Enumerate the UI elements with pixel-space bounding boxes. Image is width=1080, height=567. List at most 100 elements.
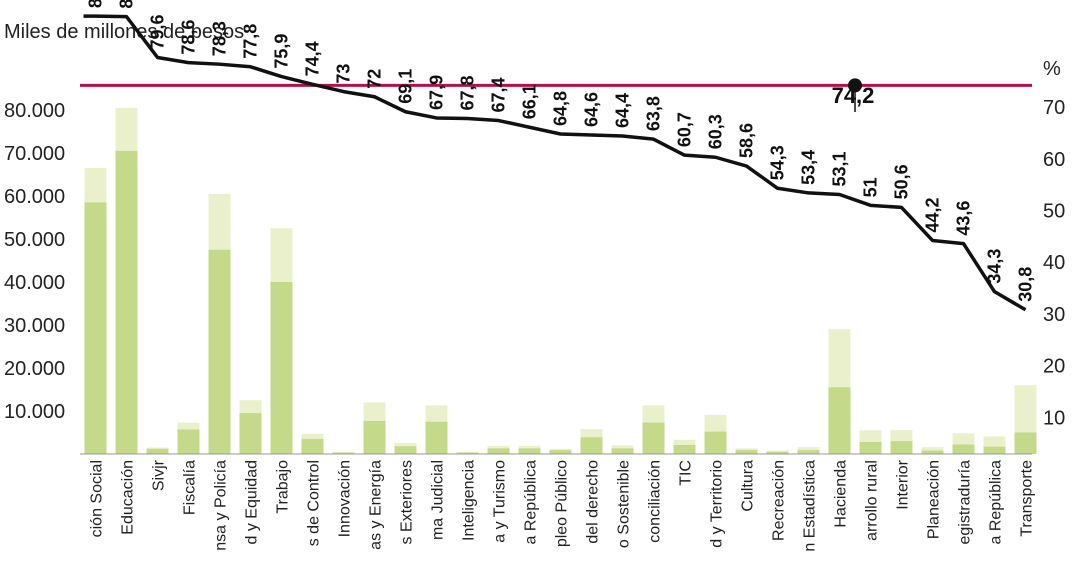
percent-label: 66,1	[520, 84, 540, 119]
category-label: d y Territorio	[709, 460, 726, 548]
left-tick-label: 20.000	[4, 358, 65, 380]
right-tick-label: 10	[1043, 407, 1065, 429]
category-label: arrollo rural	[864, 460, 881, 541]
percent-label: 54,3	[768, 145, 788, 180]
percent-label: 79,6	[148, 14, 168, 49]
bar-dark	[487, 448, 510, 454]
bar-dark	[332, 452, 355, 454]
category-label: Inteligencia	[461, 460, 478, 541]
category-label: Fiscalía	[182, 460, 199, 515]
bar-dark	[394, 446, 417, 454]
bar-dark	[456, 452, 479, 454]
bar-dark	[952, 444, 975, 454]
percent-label: 77,8	[241, 24, 261, 59]
average-marker	[848, 78, 862, 93]
category-label: as y Energía	[368, 460, 385, 550]
category-label: Educación	[120, 460, 137, 535]
bar-dark	[270, 282, 293, 454]
percent-labels-group: 87,6 87,5 79,6 78,6 78,3 77,8 75,9 74,4 73 72 69,1…	[86, 0, 1036, 302]
left-tick-label: 80.000	[4, 100, 65, 122]
right-axis-ticks: 10 20 30 40 50 60 70	[1043, 97, 1065, 429]
percent-label: 75,9	[272, 34, 292, 69]
category-label: d y Equidad	[244, 460, 261, 545]
category-label: Innovación	[337, 460, 354, 537]
average-callout: 74,2	[832, 78, 875, 112]
left-tick-label: 10.000	[4, 401, 65, 423]
percent-label: 64,6	[582, 92, 602, 127]
category-label: Recreación	[771, 460, 788, 541]
right-tick-label: 30	[1043, 304, 1065, 326]
right-tick-label: 20	[1043, 356, 1065, 378]
bar-dark	[735, 450, 758, 454]
percent-label: 78,3	[210, 21, 230, 56]
left-tick-label: 50.000	[4, 229, 65, 251]
percent-label: 87,6	[86, 0, 106, 8]
right-axis-title: %	[1043, 58, 1061, 80]
category-label: a República	[988, 460, 1005, 545]
category-label: egistraduría	[957, 460, 974, 545]
bar-dark	[766, 451, 789, 454]
category-label: Cultura	[740, 460, 757, 512]
percent-label: 60,7	[675, 112, 695, 147]
right-tick-label: 60	[1043, 149, 1065, 171]
category-label: nsa y Policía	[213, 460, 230, 551]
percent-label: 73	[334, 64, 354, 84]
percent-label: 64,4	[613, 93, 633, 128]
category-label: conciliación	[647, 460, 664, 543]
category-label: a y Turismo	[492, 460, 509, 543]
bar-dark	[518, 448, 541, 454]
percent-label: 67,8	[458, 75, 478, 110]
category-label: Sivjr	[151, 459, 168, 491]
average-value-label: 74,2	[832, 83, 875, 108]
percent-label: 67,9	[427, 75, 447, 110]
left-axis-title: Miles de millones de pesos	[4, 21, 244, 43]
category-label: a República	[523, 460, 540, 545]
percent-label: 87,5	[117, 0, 137, 9]
category-label: pleo Público	[554, 460, 571, 547]
left-axis-ticks: 10.000 20.000 30.000 40.000 50.000 60.000 70.0…	[4, 100, 65, 423]
bar-dark	[177, 429, 200, 454]
bar-dark	[580, 437, 603, 454]
bar-dark	[797, 450, 820, 454]
category-label: Hacienda	[833, 460, 850, 528]
category-label: Transporte	[1019, 460, 1036, 537]
bar-dark	[549, 450, 572, 454]
category-label: Interior	[895, 459, 912, 509]
category-label: Planeación	[926, 460, 943, 539]
category-labels-group: ción Social Educación Sivjr Fiscalía nsa y P…	[89, 459, 1036, 551]
percent-label: 30,8	[1016, 267, 1036, 302]
percent-label: 67,4	[489, 77, 509, 112]
category-label: s de Control	[306, 460, 323, 546]
percent-label: 58,6	[737, 123, 757, 158]
bar-dark	[704, 431, 727, 454]
bars-group	[84, 107, 1037, 455]
percent-label: 51	[861, 177, 881, 197]
category-label: ción Social	[89, 460, 106, 537]
percent-label: 50,6	[892, 164, 912, 199]
bar-dark	[425, 421, 448, 454]
category-label: n Estadística	[802, 460, 819, 552]
bar-dark	[208, 249, 231, 454]
left-tick-label: 40.000	[4, 272, 65, 294]
percent-label: 43,6	[954, 201, 974, 236]
bar-dark	[611, 448, 634, 454]
left-tick-label: 70.000	[4, 143, 65, 165]
percent-label: 34,3	[985, 249, 1005, 284]
left-tick-label: 60.000	[4, 186, 65, 208]
category-label: Trabajo	[275, 460, 292, 514]
bar-dark	[84, 202, 107, 454]
category-label: TIC	[678, 460, 695, 486]
bar-dark	[642, 422, 665, 454]
percent-label: 44,2	[923, 197, 943, 232]
bar-dark	[673, 444, 696, 454]
category-label: o Sostenible	[616, 460, 633, 548]
right-tick-label: 70	[1043, 97, 1065, 119]
bar-dark	[890, 441, 913, 454]
percent-label: 72	[365, 69, 385, 89]
bar-dark	[921, 450, 944, 454]
left-tick-label: 30.000	[4, 315, 65, 337]
bar-dark	[301, 438, 324, 454]
category-label: s Exteriores	[399, 460, 416, 544]
bar-dark	[146, 448, 169, 454]
